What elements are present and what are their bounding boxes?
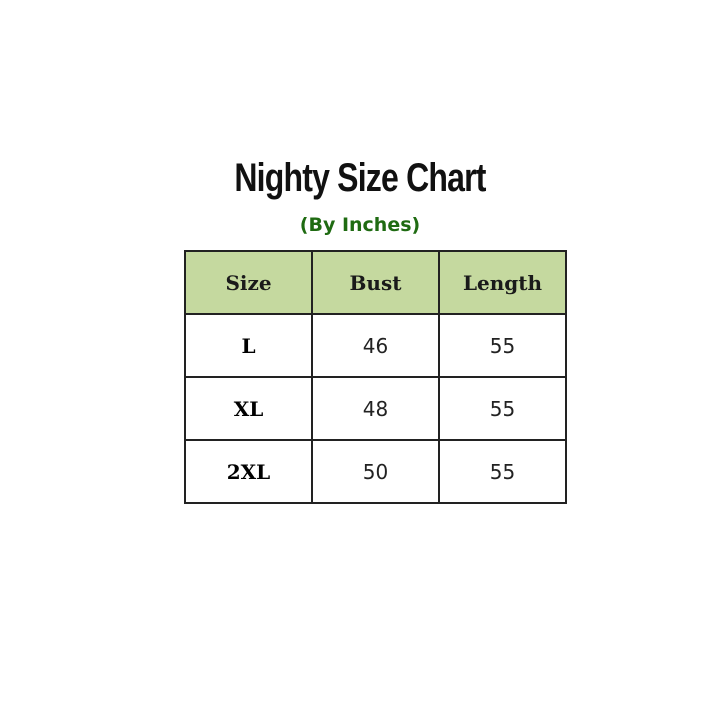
length-cell: 55	[438, 439, 567, 504]
bust-cell: 50	[311, 439, 440, 504]
header-length: Length	[438, 250, 567, 315]
header-size: Size	[184, 250, 313, 315]
size-cell: XL	[184, 376, 313, 441]
chart-subtitle: (By Inches)	[299, 214, 421, 236]
chart-title: Nighty Size Chart	[234, 156, 486, 200]
bust-cell: 46	[311, 313, 440, 378]
length-cell: 55	[438, 376, 567, 441]
table-row: 2XL 50 55	[184, 439, 567, 504]
size-cell: 2XL	[184, 439, 313, 504]
size-cell: L	[184, 313, 313, 378]
size-table: Size Bust Length L 46 55 XL 48 55 2XL 50…	[184, 250, 567, 504]
length-cell: 55	[438, 313, 567, 378]
table-row: L 46 55	[184, 313, 567, 378]
table-row: XL 48 55	[184, 376, 567, 441]
bust-cell: 48	[311, 376, 440, 441]
header-bust: Bust	[311, 250, 440, 315]
header-row: Size Bust Length	[184, 250, 567, 315]
